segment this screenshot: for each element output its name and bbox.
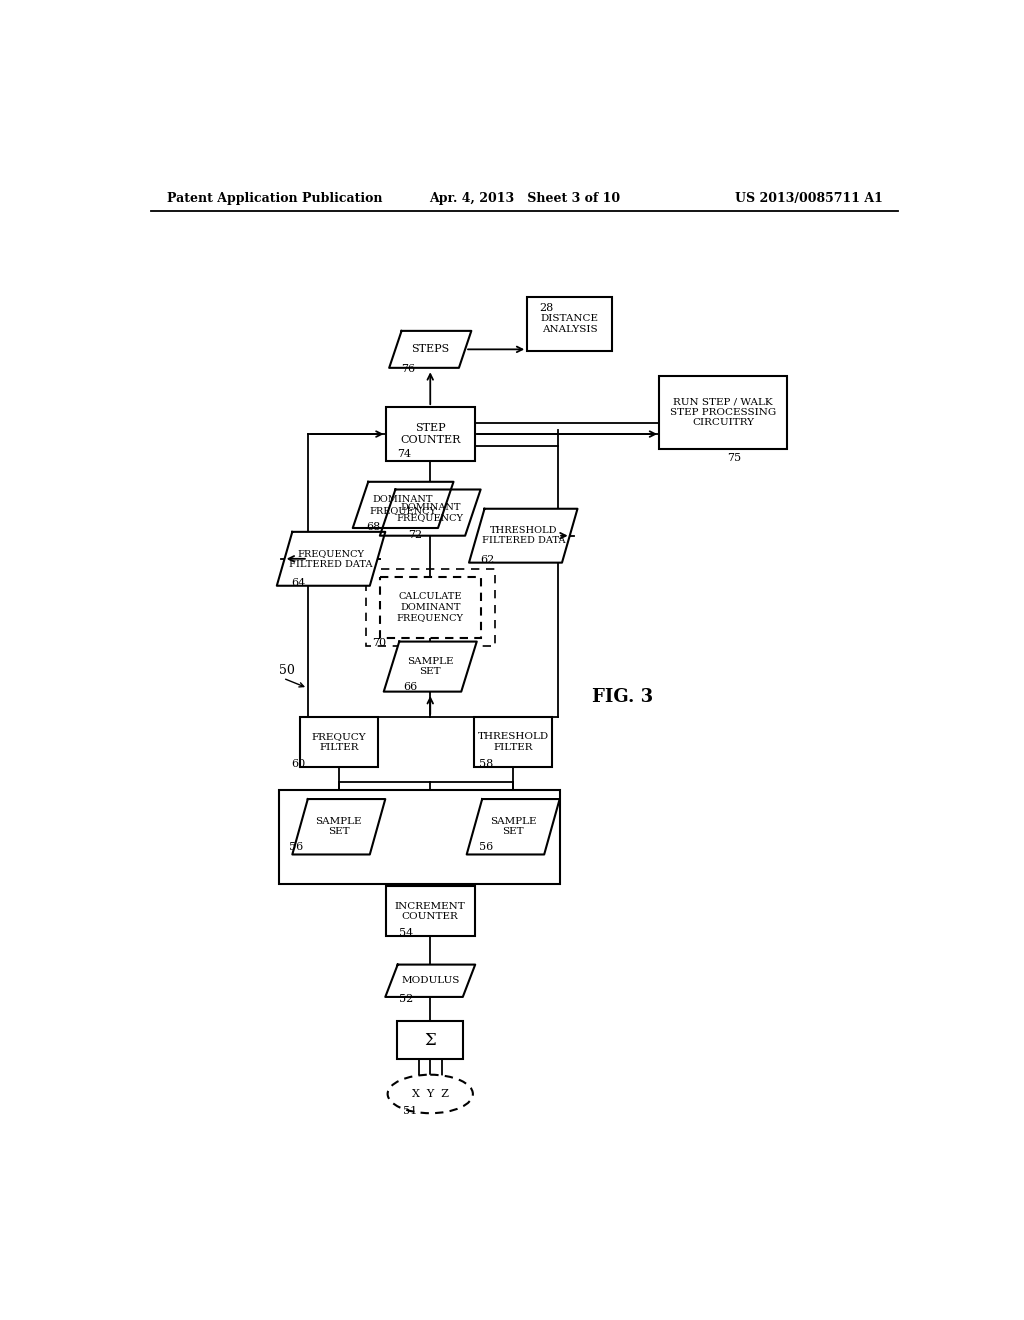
Text: Patent Application Publication: Patent Application Publication [167, 191, 382, 205]
Text: 60: 60 [291, 759, 305, 770]
Text: DISTANCE
ANALYSIS: DISTANCE ANALYSIS [541, 314, 599, 334]
Bar [280, 789, 560, 884]
Text: 56: 56 [479, 842, 494, 853]
Text: THRESHOLD
FILTER: THRESHOLD FILTER [477, 733, 549, 752]
Text: 58: 58 [479, 759, 494, 770]
Text: MODULUS: MODULUS [401, 977, 460, 985]
Text: FIG. 3: FIG. 3 [592, 689, 653, 706]
Text: 62: 62 [480, 554, 495, 565]
Text: SAMPLE
SET: SAMPLE SET [489, 817, 537, 837]
Bar [659, 376, 787, 449]
Text: DOMINANT
FREQUENCY: DOMINANT FREQUENCY [396, 503, 464, 523]
Text: 70: 70 [372, 638, 386, 648]
Text: SAMPLE
SET: SAMPLE SET [407, 657, 454, 676]
Polygon shape [276, 532, 385, 586]
Text: DOMINANT
FREQUENCY: DOMINANT FREQUENCY [370, 495, 436, 515]
Text: FREQUENCY
FILTERED DATA: FREQUENCY FILTERED DATA [290, 549, 373, 569]
Polygon shape [467, 799, 560, 854]
Text: RUN STEP / WALK
STEP PROCESSING
CIRCUITRY: RUN STEP / WALK STEP PROCESSING CIRCUITR… [670, 397, 776, 428]
Text: US 2013/0085711 A1: US 2013/0085711 A1 [735, 191, 883, 205]
Polygon shape [389, 331, 471, 368]
Text: 54: 54 [399, 928, 414, 939]
Text: 51: 51 [403, 1106, 418, 1115]
Text: THRESHOLD
FILTERED DATA: THRESHOLD FILTERED DATA [481, 525, 565, 545]
Polygon shape [384, 642, 477, 692]
Polygon shape [292, 799, 385, 854]
Bar [474, 717, 552, 767]
Text: INCREMENT
COUNTER: INCREMENT COUNTER [395, 902, 466, 921]
Text: STEP
COUNTER: STEP COUNTER [400, 424, 461, 445]
Bar [397, 1020, 463, 1059]
Text: 74: 74 [397, 449, 411, 459]
Polygon shape [352, 482, 454, 528]
Bar [386, 887, 475, 936]
Text: Apr. 4, 2013   Sheet 3 of 10: Apr. 4, 2013 Sheet 3 of 10 [429, 191, 621, 205]
Text: X  Y  Z: X Y Z [412, 1089, 449, 1100]
Ellipse shape [388, 1074, 473, 1113]
Text: 76: 76 [400, 364, 415, 374]
Text: 56: 56 [289, 842, 303, 853]
Text: 75: 75 [727, 453, 741, 462]
Polygon shape [469, 508, 578, 562]
Bar [386, 407, 475, 461]
Text: 64: 64 [291, 578, 305, 587]
Text: 50: 50 [280, 664, 295, 677]
Text: Σ: Σ [424, 1031, 436, 1048]
Text: CALCULATE
DOMINANT
FREQUENCY: CALCULATE DOMINANT FREQUENCY [396, 593, 464, 622]
Polygon shape [380, 490, 480, 536]
Bar [527, 297, 612, 351]
Text: 28: 28 [539, 304, 553, 313]
Bar [300, 717, 378, 767]
Text: STEPS: STEPS [411, 345, 450, 354]
Bar [380, 577, 480, 638]
Polygon shape [385, 965, 475, 997]
Text: FREQUCY
FILTER: FREQUCY FILTER [311, 733, 367, 752]
Text: SAMPLE
SET: SAMPLE SET [315, 817, 362, 837]
Text: 72: 72 [409, 529, 423, 540]
Bar [366, 569, 495, 645]
Text: 66: 66 [403, 682, 418, 692]
Text: 68: 68 [367, 521, 381, 532]
Text: 52: 52 [399, 994, 414, 1003]
